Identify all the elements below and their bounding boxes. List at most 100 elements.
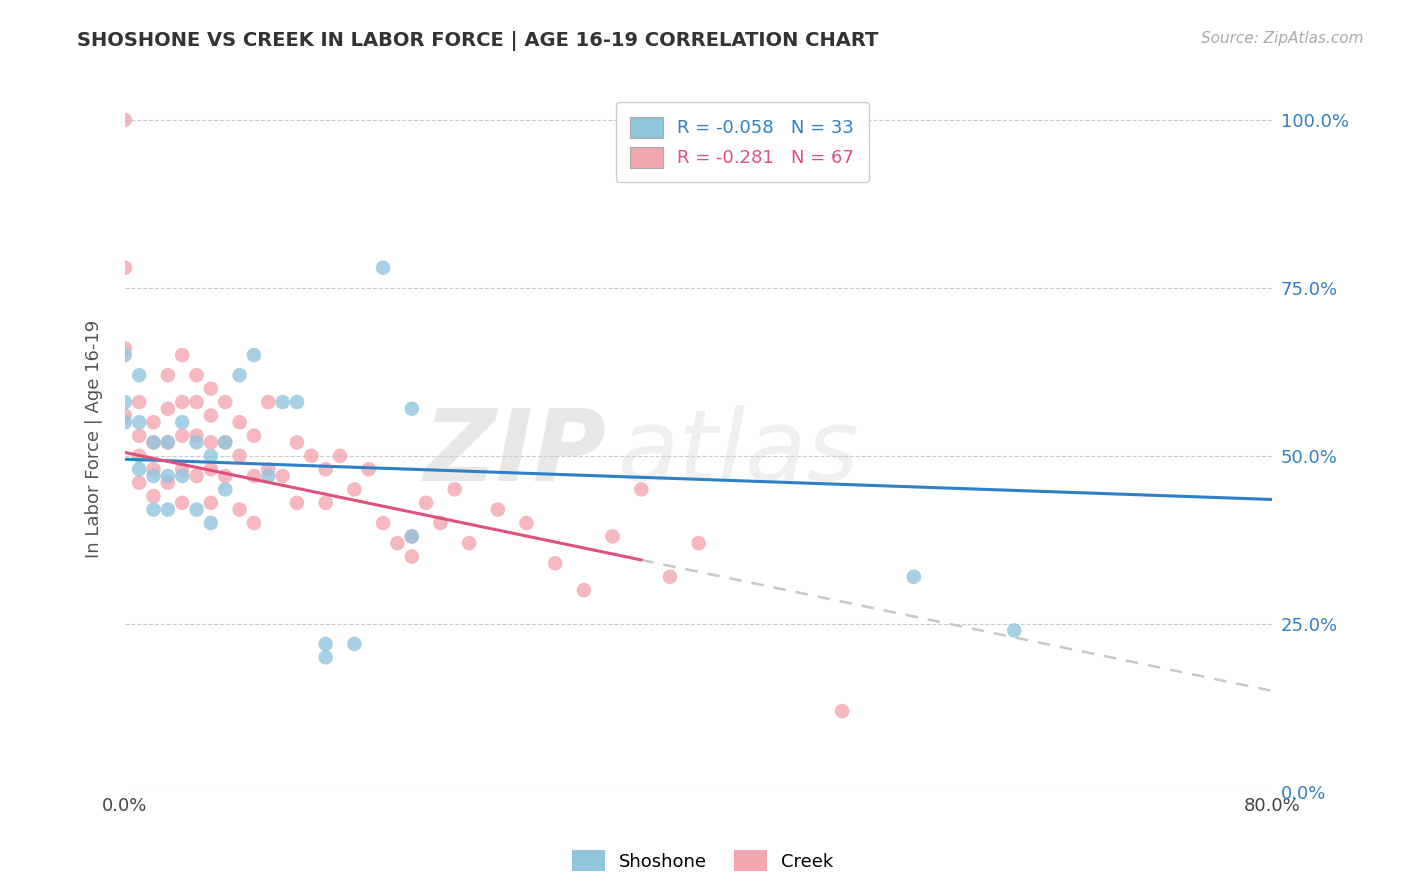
Point bbox=[401, 401, 423, 416]
Point bbox=[257, 395, 280, 409]
Point bbox=[214, 469, 236, 483]
Point bbox=[172, 395, 194, 409]
Point bbox=[228, 368, 250, 383]
Point bbox=[243, 428, 266, 442]
Point bbox=[172, 469, 194, 483]
Point bbox=[458, 536, 481, 550]
Point bbox=[299, 449, 322, 463]
Point bbox=[186, 435, 208, 450]
Point bbox=[315, 650, 337, 665]
Point bbox=[172, 496, 194, 510]
Point bbox=[200, 382, 222, 396]
Point bbox=[315, 496, 337, 510]
Point bbox=[128, 428, 150, 442]
Point bbox=[114, 342, 136, 356]
Point bbox=[387, 536, 409, 550]
Point bbox=[156, 435, 179, 450]
Point bbox=[200, 516, 222, 530]
Point bbox=[214, 395, 236, 409]
Point bbox=[401, 549, 423, 564]
Point bbox=[515, 516, 537, 530]
Y-axis label: In Labor Force | Age 16-19: In Labor Force | Age 16-19 bbox=[86, 320, 103, 558]
Point bbox=[200, 462, 222, 476]
Point bbox=[156, 368, 179, 383]
Point bbox=[315, 462, 337, 476]
Point bbox=[357, 462, 380, 476]
Point bbox=[401, 529, 423, 543]
Point bbox=[329, 449, 352, 463]
Point bbox=[315, 637, 337, 651]
Legend: R = -0.058   N = 33, R = -0.281   N = 67: R = -0.058 N = 33, R = -0.281 N = 67 bbox=[616, 103, 869, 182]
Point bbox=[200, 449, 222, 463]
Point bbox=[429, 516, 451, 530]
Point bbox=[257, 469, 280, 483]
Point bbox=[602, 529, 624, 543]
Point bbox=[186, 502, 208, 516]
Point bbox=[271, 469, 294, 483]
Point bbox=[831, 704, 853, 718]
Point bbox=[114, 395, 136, 409]
Point bbox=[659, 570, 682, 584]
Point bbox=[156, 475, 179, 490]
Point bbox=[285, 496, 308, 510]
Point bbox=[200, 409, 222, 423]
Point bbox=[142, 469, 165, 483]
Point bbox=[200, 435, 222, 450]
Point bbox=[343, 483, 366, 497]
Point bbox=[343, 637, 366, 651]
Point bbox=[172, 462, 194, 476]
Point bbox=[630, 483, 652, 497]
Point bbox=[114, 415, 136, 429]
Point bbox=[228, 415, 250, 429]
Point bbox=[142, 489, 165, 503]
Point bbox=[114, 260, 136, 275]
Point bbox=[156, 469, 179, 483]
Point bbox=[271, 395, 294, 409]
Point bbox=[128, 368, 150, 383]
Point bbox=[142, 435, 165, 450]
Point bbox=[156, 435, 179, 450]
Point bbox=[142, 435, 165, 450]
Point bbox=[114, 348, 136, 362]
Point bbox=[572, 583, 595, 598]
Point bbox=[401, 529, 423, 543]
Point bbox=[903, 570, 925, 584]
Text: SHOSHONE VS CREEK IN LABOR FORCE | AGE 16-19 CORRELATION CHART: SHOSHONE VS CREEK IN LABOR FORCE | AGE 1… bbox=[77, 31, 879, 51]
Point bbox=[186, 395, 208, 409]
Point bbox=[544, 557, 567, 571]
Point bbox=[1002, 624, 1025, 638]
Point bbox=[243, 469, 266, 483]
Point bbox=[142, 462, 165, 476]
Point bbox=[443, 483, 465, 497]
Point bbox=[142, 502, 165, 516]
Point bbox=[285, 395, 308, 409]
Legend: Shoshone, Creek: Shoshone, Creek bbox=[565, 843, 841, 879]
Point bbox=[214, 435, 236, 450]
Point bbox=[285, 435, 308, 450]
Point bbox=[257, 462, 280, 476]
Text: ZIP: ZIP bbox=[423, 405, 607, 501]
Point bbox=[486, 502, 509, 516]
Point bbox=[228, 449, 250, 463]
Point bbox=[114, 409, 136, 423]
Point bbox=[128, 449, 150, 463]
Point bbox=[142, 415, 165, 429]
Point bbox=[114, 112, 136, 127]
Point bbox=[415, 496, 437, 510]
Text: atlas: atlas bbox=[619, 405, 860, 501]
Point bbox=[172, 348, 194, 362]
Point bbox=[228, 502, 250, 516]
Point bbox=[172, 428, 194, 442]
Text: Source: ZipAtlas.com: Source: ZipAtlas.com bbox=[1201, 31, 1364, 46]
Point bbox=[200, 496, 222, 510]
Point bbox=[243, 348, 266, 362]
Point bbox=[172, 415, 194, 429]
Point bbox=[243, 516, 266, 530]
Point bbox=[128, 415, 150, 429]
Point bbox=[371, 260, 394, 275]
Point bbox=[186, 469, 208, 483]
Point bbox=[156, 502, 179, 516]
Point bbox=[128, 462, 150, 476]
Point bbox=[688, 536, 710, 550]
Point bbox=[156, 401, 179, 416]
